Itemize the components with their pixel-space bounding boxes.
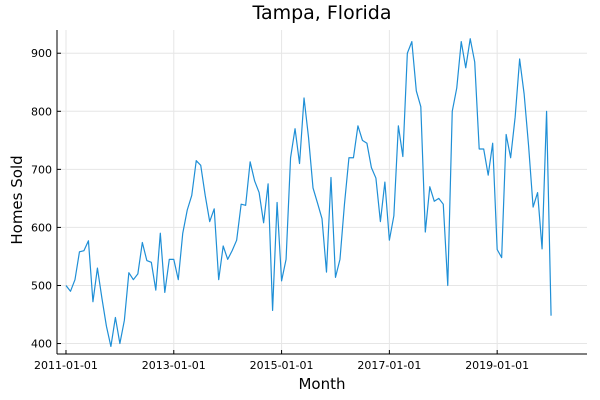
tick-labels: 2011-01-01 2013-01-01 2015-01-01 2017-01-01… bbox=[31, 47, 529, 372]
x-tick-label: 2013-01-01 bbox=[142, 359, 206, 372]
x-tick-label: 2019-01-01 bbox=[465, 359, 529, 372]
y-tick-label: 400 bbox=[31, 338, 52, 351]
y-tick-label: 800 bbox=[31, 105, 52, 118]
y-tick-label: 500 bbox=[31, 279, 52, 292]
y-axis-label: Homes Sold bbox=[8, 155, 26, 244]
x-tick-label: 2011-01-01 bbox=[34, 359, 98, 372]
chart-title: Tampa, Florida bbox=[251, 2, 391, 24]
x-tick-label: 2017-01-01 bbox=[357, 359, 421, 372]
axes bbox=[56, 30, 587, 355]
y-tick-label: 700 bbox=[31, 163, 52, 176]
y-tick-label: 900 bbox=[31, 47, 52, 60]
data-series bbox=[65, 38, 552, 348]
y-tick-label: 600 bbox=[31, 221, 52, 234]
grid-lines bbox=[57, 30, 587, 354]
x-tick-label: 2015-01-01 bbox=[250, 359, 314, 372]
series-line bbox=[65, 38, 552, 348]
x-axis-label: Month bbox=[298, 375, 345, 393]
